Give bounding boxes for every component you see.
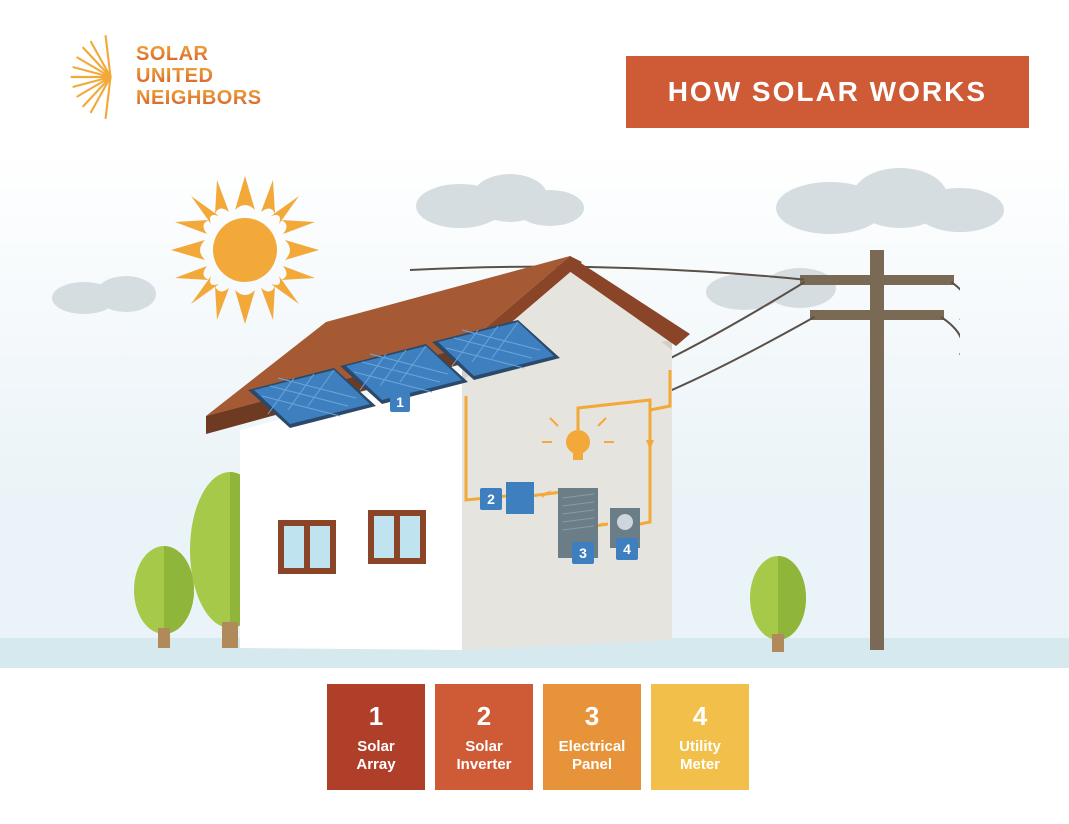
svg-text:2: 2 [487,491,495,507]
legend-label: Utility Meter [679,738,721,774]
legend-item-2: 2 Solar Inverter [435,684,533,790]
infographic-canvas: SOLAR UNITED NEIGHBORS HOW SOLAR WORKS [0,0,1069,824]
svg-text:1: 1 [396,394,404,410]
svg-text:SOLAR: SOLAR [136,43,209,65]
svg-text:4: 4 [623,541,631,557]
house-scene: 1 2 3 4 [110,150,960,670]
legend-item-1: 1 Solar Array [327,684,425,790]
marker-1: 1 [390,392,410,412]
legend: 1 Solar Array 2 Solar Inverter 3 Electri… [327,684,749,790]
legend-num: 2 [477,701,491,732]
svg-text:UNITED: UNITED [136,65,213,87]
marker-2: 2 [480,488,502,510]
tree-right [750,556,806,652]
svg-text:NEIGHBORS: NEIGHBORS [136,87,262,109]
title-text: HOW SOLAR WORKS [668,76,987,107]
brand-name: SOLAR UNITED NEIGHBORS [130,40,286,115]
marker-4: 4 [616,538,638,560]
solar-inverter [506,482,534,514]
legend-item-4: 4 Utility Meter [651,684,749,790]
legend-num: 4 [693,701,707,732]
legend-label: Solar Array [356,738,395,774]
legend-num: 1 [369,701,383,732]
svg-text:3: 3 [579,545,587,561]
window-left [278,520,336,574]
sun-rays-icon [52,28,130,126]
marker-3: 3 [572,542,594,564]
title-banner: HOW SOLAR WORKS [626,56,1029,128]
window-right [368,510,426,564]
legend-item-3: 3 Electrical Panel [543,684,641,790]
house: 1 2 3 4 [206,256,690,650]
brand-logo: SOLAR UNITED NEIGHBORS [52,28,286,126]
legend-label: Electrical Panel [559,738,626,774]
legend-num: 3 [585,701,599,732]
tree-left-small [134,546,194,648]
legend-label: Solar Inverter [456,738,511,774]
